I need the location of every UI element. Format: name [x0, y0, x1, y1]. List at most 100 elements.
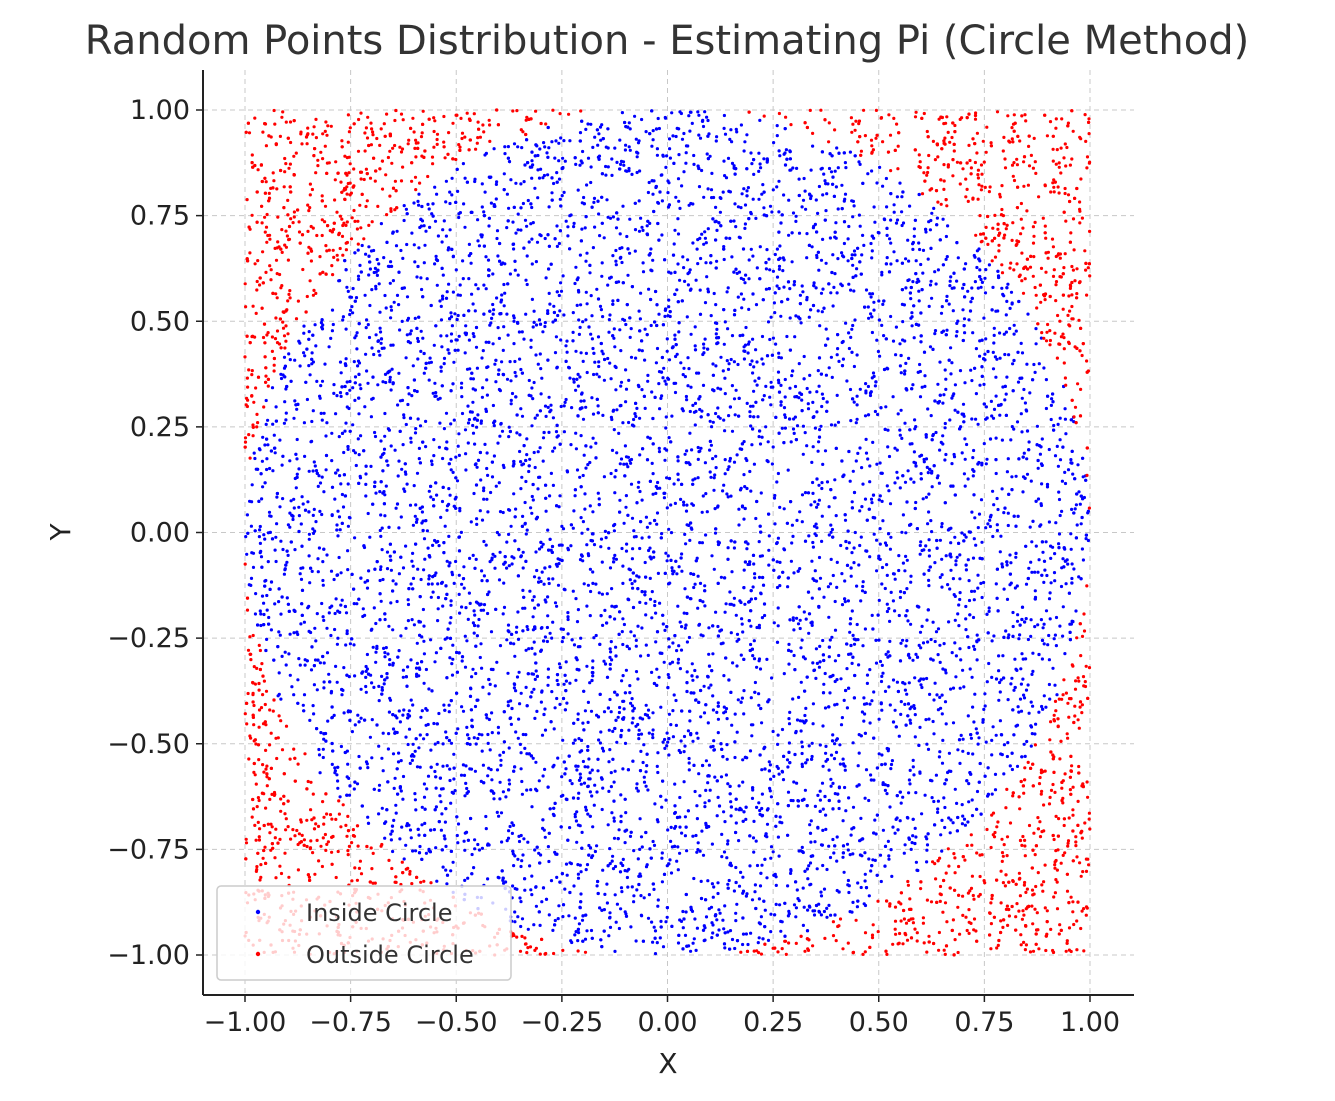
point-inside — [564, 344, 568, 348]
point-inside — [723, 429, 727, 433]
point-inside — [991, 350, 995, 354]
point-inside — [979, 498, 984, 502]
point-inside — [649, 323, 653, 328]
point-inside — [972, 598, 976, 602]
point-inside — [700, 829, 704, 833]
point-inside — [445, 882, 449, 886]
point-inside — [671, 709, 675, 713]
point-inside — [985, 457, 989, 461]
point-inside — [638, 169, 642, 173]
point-inside — [1054, 615, 1059, 620]
point-inside — [677, 153, 681, 157]
point-inside — [1084, 537, 1088, 541]
point-inside — [852, 546, 856, 550]
point-inside — [364, 675, 368, 680]
point-inside — [423, 243, 427, 247]
point-inside — [699, 256, 703, 261]
point-inside — [723, 472, 727, 476]
point-inside — [737, 637, 741, 642]
point-inside — [363, 405, 367, 409]
point-inside — [486, 258, 491, 262]
point-inside — [379, 567, 383, 572]
point-inside — [458, 509, 462, 513]
point-inside — [689, 949, 693, 953]
point-inside — [535, 240, 540, 244]
point-inside — [634, 644, 638, 648]
point-inside — [752, 172, 756, 176]
point-inside — [523, 888, 527, 892]
point-inside — [481, 763, 485, 767]
point-inside — [709, 683, 713, 687]
point-inside — [584, 466, 588, 470]
point-inside — [744, 273, 748, 277]
point-inside — [394, 244, 399, 248]
point-inside — [356, 274, 361, 278]
point-inside — [685, 670, 689, 674]
point-inside — [700, 541, 705, 545]
point-inside — [397, 751, 401, 755]
point-inside — [998, 331, 1002, 335]
point-inside — [335, 680, 339, 684]
point-inside — [482, 539, 486, 544]
point-inside — [757, 897, 762, 901]
point-inside — [434, 254, 438, 258]
point-inside — [835, 835, 839, 839]
point-inside — [451, 657, 455, 661]
point-inside — [698, 449, 702, 453]
point-inside — [807, 631, 811, 635]
point-inside — [547, 913, 551, 917]
point-inside — [706, 721, 710, 725]
point-inside — [1049, 403, 1053, 407]
point-inside — [545, 625, 550, 630]
point-inside — [975, 633, 979, 637]
point-inside — [868, 393, 873, 398]
point-inside — [486, 510, 490, 514]
point-inside — [525, 528, 529, 532]
point-inside — [760, 721, 764, 725]
point-inside — [367, 273, 371, 277]
point-inside — [347, 675, 351, 679]
point-inside — [1057, 497, 1062, 502]
point-inside — [731, 661, 735, 665]
point-inside — [723, 174, 727, 178]
point-inside — [658, 407, 662, 411]
point-inside — [310, 419, 314, 424]
point-inside — [601, 413, 605, 417]
point-inside — [984, 526, 988, 530]
point-inside — [566, 617, 570, 622]
point-inside — [424, 667, 428, 672]
point-inside — [322, 737, 326, 741]
point-inside — [451, 643, 455, 647]
point-inside — [525, 224, 529, 228]
point-inside — [449, 741, 454, 745]
point-inside — [532, 687, 536, 691]
point-inside — [887, 685, 891, 689]
point-inside — [718, 210, 723, 214]
point-inside — [876, 412, 880, 417]
point-inside — [843, 764, 847, 768]
point-inside — [1019, 682, 1024, 686]
point-inside — [458, 283, 462, 287]
point-inside — [486, 473, 490, 477]
point-inside — [836, 420, 841, 424]
point-inside — [661, 376, 665, 380]
point-inside — [640, 349, 644, 353]
point-inside — [648, 221, 652, 225]
point-inside — [314, 469, 319, 473]
point-inside — [732, 360, 737, 364]
point-inside — [415, 661, 419, 666]
point-inside — [375, 273, 379, 277]
point-inside — [760, 768, 764, 772]
point-inside — [414, 666, 419, 670]
point-inside — [760, 435, 764, 439]
point-inside — [475, 522, 479, 527]
point-inside — [624, 549, 629, 553]
point-inside — [317, 546, 321, 550]
point-inside — [808, 823, 812, 827]
point-inside — [739, 653, 743, 657]
point-inside — [392, 818, 396, 823]
point-inside — [790, 541, 794, 545]
point-inside — [543, 767, 547, 772]
point-inside — [455, 833, 459, 838]
point-inside — [964, 604, 968, 609]
